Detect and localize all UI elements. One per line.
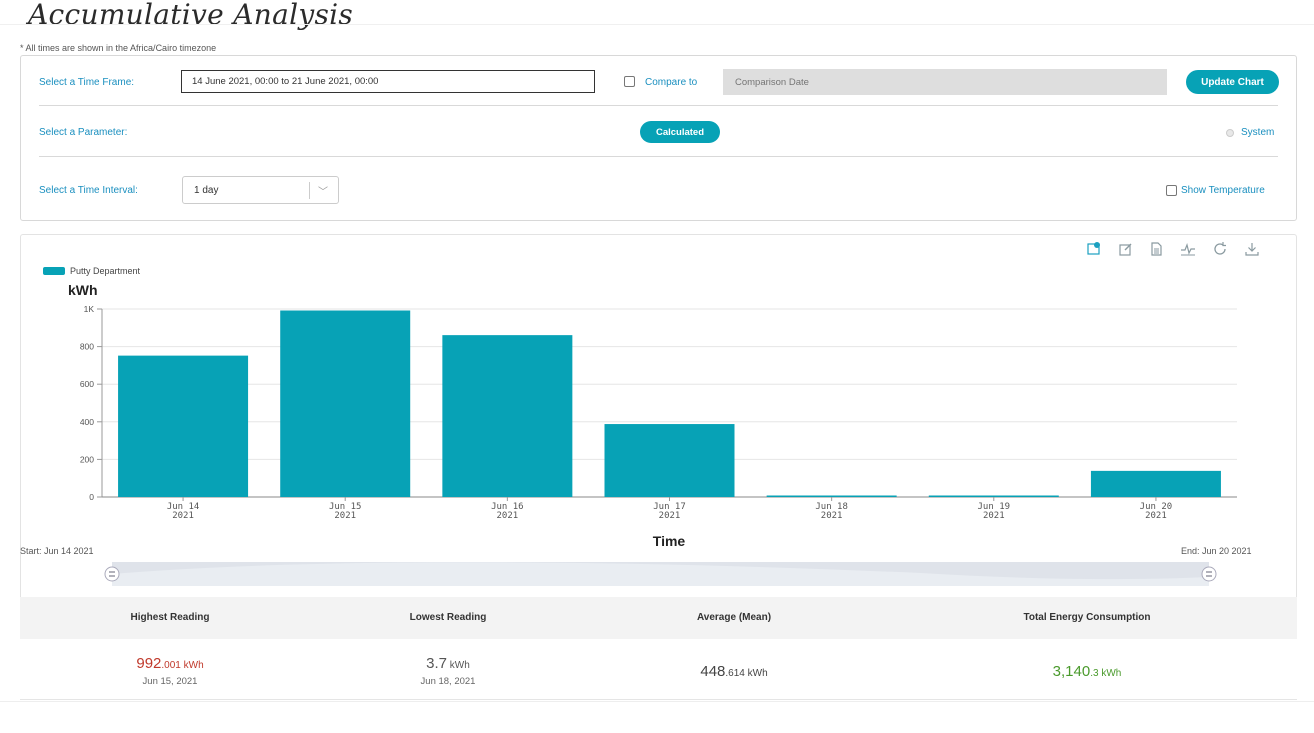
x-tick-label: Jun 17: [653, 502, 686, 512]
range-start-label: Start: Jun 14 2021: [20, 546, 94, 556]
highest-reading-heading: Highest Reading: [130, 612, 210, 623]
x-tick-label: 2021: [1145, 511, 1167, 521]
total-unit: kWh: [1098, 668, 1122, 679]
bar[interactable]: [604, 424, 735, 497]
bar[interactable]: [442, 335, 573, 497]
chevron-down-icon: ﹀: [318, 187, 328, 198]
total-value-dec: .3: [1090, 668, 1099, 679]
lowest-value-int: 3: [426, 655, 435, 672]
y-tick-label: 1K: [84, 304, 95, 314]
page-bottom: [0, 701, 1314, 733]
x-tick-label: Jun 20: [1140, 502, 1173, 512]
timezone-note: * All times are shown in the Africa/Cair…: [20, 43, 217, 53]
highest-unit: kWh: [180, 660, 204, 671]
parameter-label: Select a Parameter:: [39, 127, 128, 138]
edit-icon[interactable]: [1117, 241, 1135, 261]
bar[interactable]: [766, 495, 897, 498]
document-icon[interactable]: [1147, 241, 1165, 261]
x-tick-label: Jun 16: [491, 502, 524, 512]
stats-row: 992.001 kWh Jun 15, 2021 3.7 kWh Jun 18,…: [20, 639, 1297, 700]
lowest-value: 3.7 kWh: [368, 655, 528, 673]
highest-reading: 992.001 kWh Jun 15, 2021: [90, 655, 250, 687]
y-tick-label: 400: [80, 417, 94, 427]
y-tick-label: 600: [80, 379, 94, 389]
calculated-button[interactable]: Calculated: [640, 121, 720, 143]
y-tick-label: 0: [89, 492, 94, 502]
y-axis-label: kWh: [68, 282, 98, 298]
average-value-int: 448: [700, 663, 726, 680]
highest-date: Jun 15, 2021: [142, 676, 198, 687]
compare-checkbox[interactable]: [624, 76, 635, 87]
stats-header: Highest Reading Lowest Reading Average (…: [20, 597, 1297, 639]
highest-value-dec: .001: [161, 660, 181, 671]
select-separator: [309, 182, 310, 199]
lowest-reading: 3.7 kWh Jun 18, 2021: [368, 655, 528, 687]
y-tick-label: 800: [80, 342, 94, 352]
x-tick-label: 2021: [983, 511, 1005, 521]
x-tick-label: 2021: [659, 511, 681, 521]
system-label[interactable]: System: [1241, 127, 1275, 138]
legend-swatch: [43, 267, 65, 275]
y-tick-label: 200: [80, 454, 94, 464]
total-value: 3,140.3 kWh: [987, 663, 1187, 681]
filter-panel: Select a Time Frame: 14 June 2021, 00:00…: [20, 55, 1297, 221]
range-end-label: End: Jun 20 2021: [1181, 546, 1252, 556]
interval-value: 1 day: [194, 185, 219, 196]
legend-label: Putty Department: [70, 266, 141, 276]
time-frame-input[interactable]: 14 June 2021, 00:00 to 21 June 2021, 00:…: [181, 70, 595, 93]
parameter-row: Select a Parameter: Calculated System: [39, 107, 1278, 157]
average-value-dec: .614: [725, 668, 745, 679]
range-handle-start[interactable]: [104, 566, 120, 582]
system-radio[interactable]: [1226, 129, 1234, 137]
line-chart-icon[interactable]: [1179, 241, 1197, 261]
average-reading: 448.614 kWh: [654, 663, 814, 681]
bar[interactable]: [1090, 470, 1221, 497]
interval-select[interactable]: 1 day ﹀: [182, 176, 339, 204]
x-tick-label: 2021: [172, 511, 194, 521]
highest-value: 992.001 kWh: [90, 655, 250, 673]
show-temperature-checkbox[interactable]: [1166, 185, 1177, 196]
total-energy: 3,140.3 kWh: [987, 663, 1187, 681]
download-icon[interactable]: [1243, 241, 1261, 261]
bar[interactable]: [118, 355, 249, 497]
x-tick-label: Jun 19: [978, 502, 1011, 512]
lowest-unit: kWh: [447, 660, 470, 671]
x-tick-label: 2021: [821, 511, 843, 521]
page-title: Accumulative Analysis: [28, 0, 354, 31]
refresh-icon[interactable]: [1211, 241, 1229, 261]
lowest-date: Jun 18, 2021: [420, 676, 476, 687]
total-value-int: 3,140: [1052, 663, 1091, 680]
x-axis-label: Time: [653, 533, 686, 549]
interval-label: Select a Time Interval:: [39, 185, 138, 196]
bar[interactable]: [280, 310, 411, 497]
range-navigator-area: [112, 562, 1209, 586]
bar[interactable]: [928, 495, 1059, 498]
time-frame-label: Select a Time Frame:: [39, 77, 135, 88]
average-unit: kWh: [744, 668, 768, 679]
x-tick-label: 2021: [497, 511, 519, 521]
interval-row: Select a Time Interval: 1 day ﹀ Show Tem…: [39, 158, 1278, 220]
average-value: 448.614 kWh: [654, 663, 814, 681]
time-frame-row: Select a Time Frame: 14 June 2021, 00:00…: [39, 56, 1279, 106]
range-handle-end[interactable]: [1201, 566, 1217, 582]
show-temperature-label[interactable]: Show Temperature: [1181, 185, 1265, 196]
lowest-value-dec: .7: [434, 655, 448, 672]
x-tick-label: Jun 14: [167, 502, 200, 512]
comparison-date-input[interactable]: [723, 69, 1167, 95]
x-tick-label: Jun 15: [329, 502, 362, 512]
highest-value-int: 992: [136, 655, 162, 672]
data-view-icon[interactable]: [1085, 241, 1103, 261]
title-divider: [0, 24, 1314, 25]
lowest-reading-heading: Lowest Reading: [409, 612, 487, 623]
average-heading: Average (Mean): [696, 612, 772, 623]
x-tick-label: Jun 18: [815, 502, 848, 512]
compare-label[interactable]: Compare to: [645, 77, 698, 88]
total-energy-heading: Total Energy Consumption: [1023, 612, 1151, 623]
update-chart-button[interactable]: Update Chart: [1186, 70, 1279, 94]
x-tick-label: 2021: [334, 511, 356, 521]
